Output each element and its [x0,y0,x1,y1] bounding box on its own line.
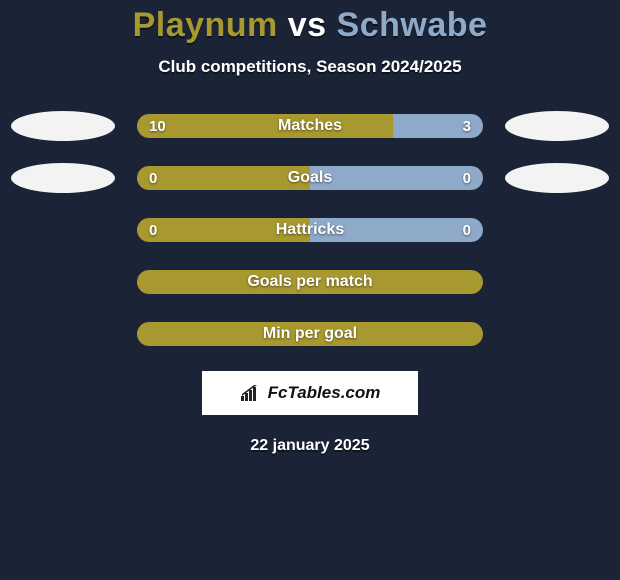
title-player2: Schwabe [337,6,488,44]
stat-bar-right [310,218,483,242]
comparison-row: Goals per match [0,267,620,297]
comparison-row: 0Goals0 [0,163,620,193]
brand-text: FcTables.com [268,383,381,403]
subtitle: Club competitions, Season 2024/2025 [158,57,461,77]
stat-bar-left [137,270,483,294]
comparison-row: 0Hattricks0 [0,215,620,245]
stat-bar: 0Goals0 [137,166,483,190]
player1-ellipse [11,163,115,193]
stat-bar: 10Matches3 [137,114,483,138]
stat-bar-left [137,322,483,346]
comparison-row: 10Matches3 [0,111,620,141]
stat-bar-right [310,166,483,190]
player2-ellipse [505,111,609,141]
stat-bar: 0Hattricks0 [137,218,483,242]
stat-bar: Min per goal [137,322,483,346]
title-vs: vs [288,6,327,44]
stat-bar-left [137,166,310,190]
brand-box: FcTables.com [202,371,418,415]
page-title: Playnum vs Schwabe [133,6,488,45]
player2-ellipse [505,163,609,193]
stat-bar-left [137,114,393,138]
comparison-rows: 10Matches3 0Goals0 0Hattricks0 Goals per ma… [0,111,620,349]
comparison-infographic: Playnum vs Schwabe Club competitions, Se… [0,0,620,455]
date-text: 22 january 2025 [250,437,369,455]
title-player1: Playnum [133,6,278,44]
stat-bar-right [393,114,483,138]
comparison-row: Min per goal [0,319,620,349]
bar-chart-icon [240,384,262,402]
stat-bar-left [137,218,310,242]
player1-ellipse [11,111,115,141]
stat-bar: Goals per match [137,270,483,294]
